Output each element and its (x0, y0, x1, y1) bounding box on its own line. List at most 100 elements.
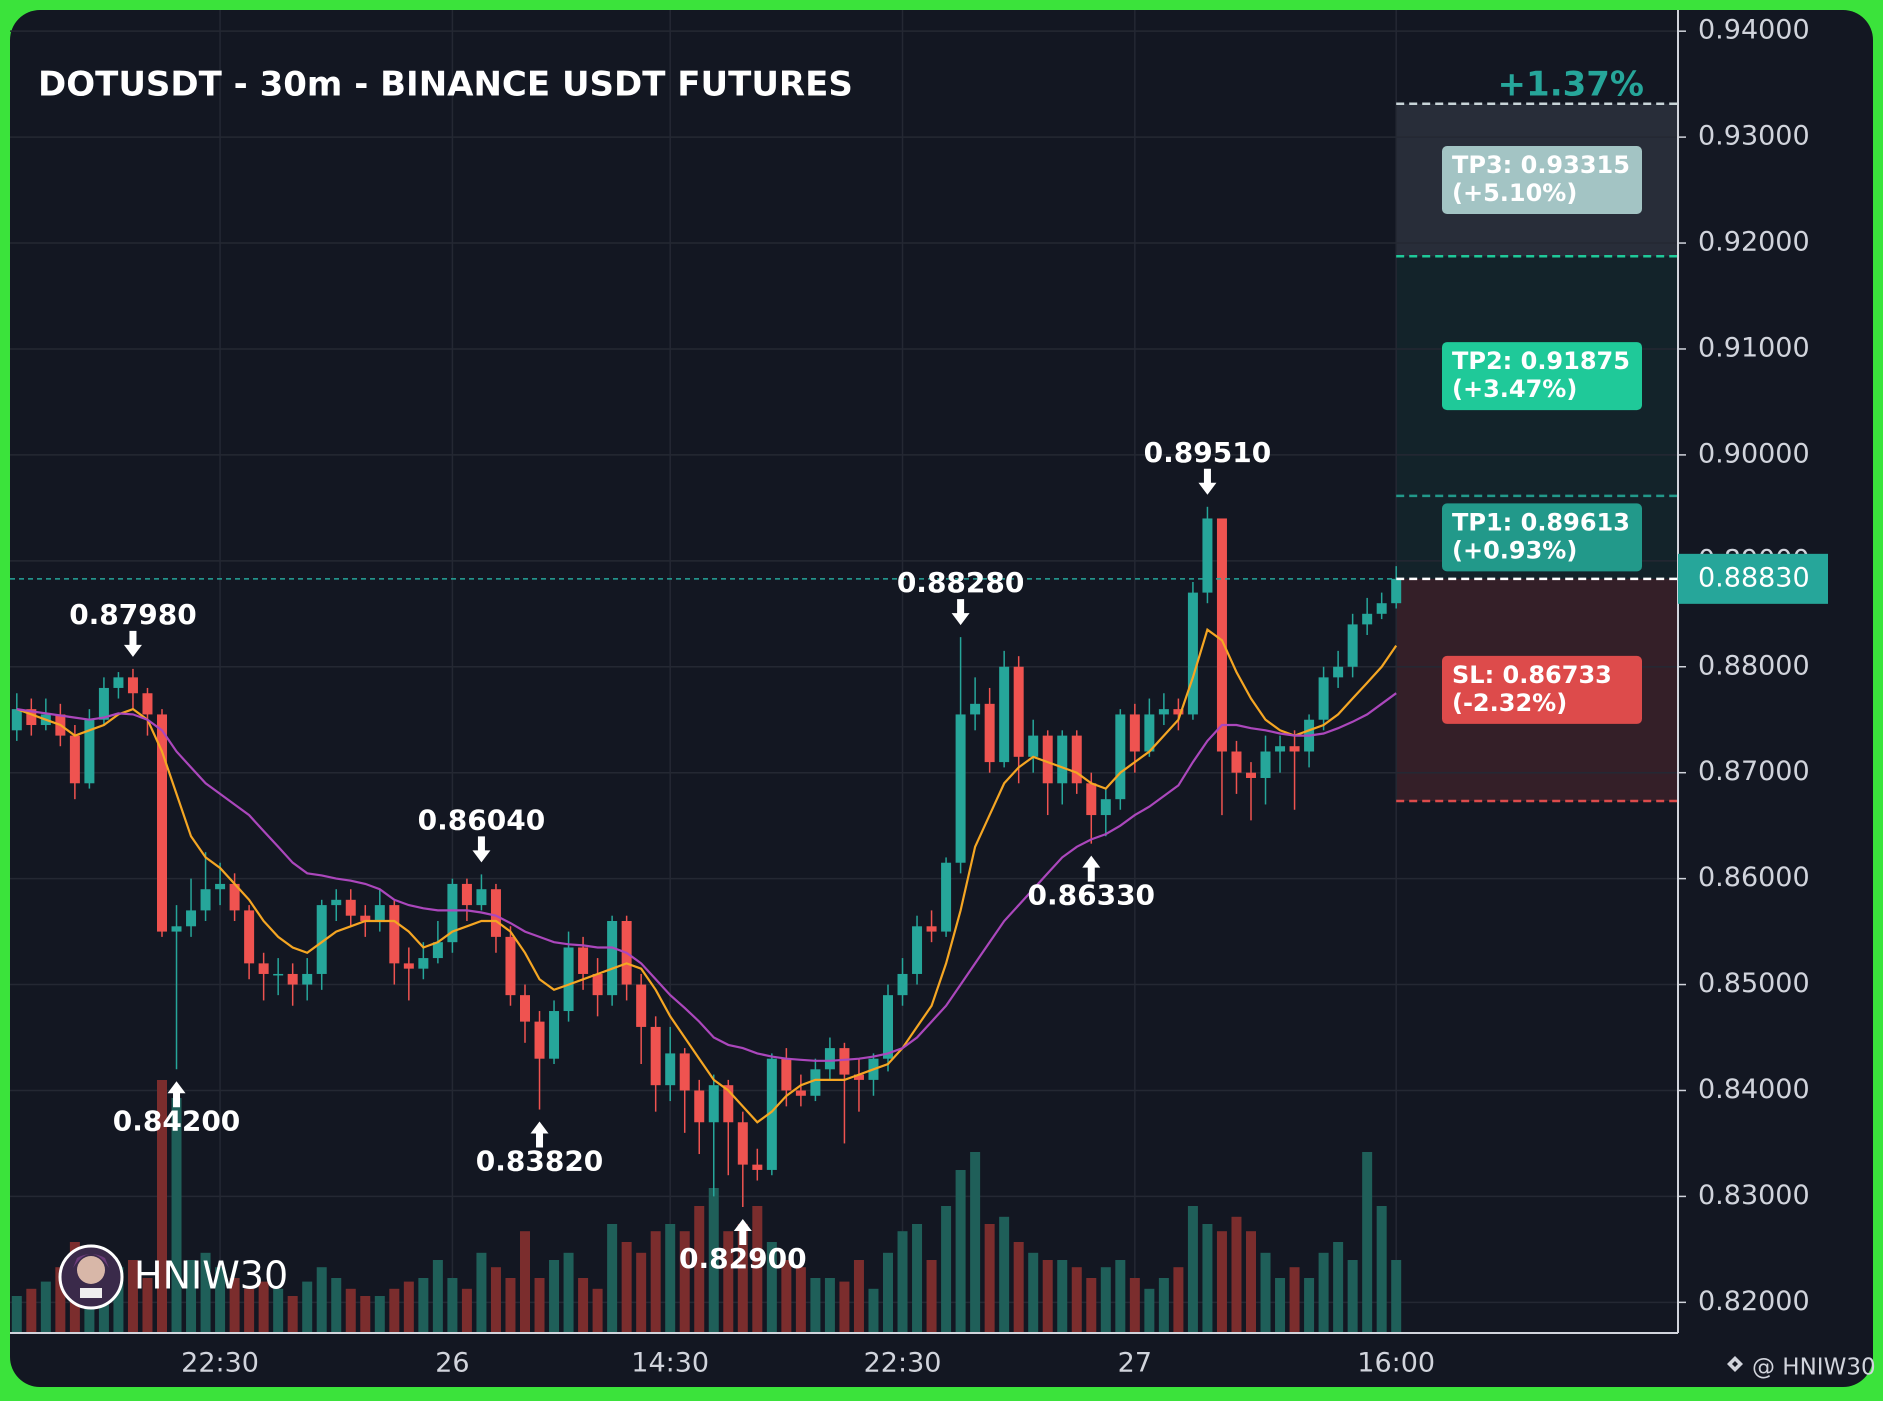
y-tick-label: 0.88000 (1698, 650, 1810, 681)
candle-body (665, 1053, 676, 1086)
y-tick-label: 0.83000 (1698, 1180, 1810, 1211)
volume-bar (1304, 1278, 1315, 1332)
candle-body (752, 1164, 763, 1170)
candle-body (970, 703, 981, 715)
candle-body (418, 958, 429, 969)
annotation-label: 0.87980 (69, 598, 197, 631)
volume-bar (360, 1296, 371, 1332)
candle-body (69, 735, 80, 784)
candle-body (650, 1026, 661, 1086)
candle-body (302, 973, 313, 985)
position-lines: TP3: 0.93315(+5.10%) TP2: 0.91875(+3.47%)… (10, 65, 1678, 803)
candle-body (1216, 518, 1227, 752)
price-tag-label: 0.88830 (1698, 562, 1810, 593)
candle-body (795, 1090, 806, 1096)
volume-bar (795, 1267, 806, 1332)
candle-body (679, 1053, 690, 1091)
candle-body (171, 926, 182, 932)
candle-body (11, 709, 22, 731)
volume-bar (1100, 1267, 1111, 1332)
candle-body (912, 926, 923, 974)
y-tick-label: 0.85000 (1698, 968, 1810, 999)
moving-average-line (16, 692, 1397, 1062)
volume-bar (941, 1206, 952, 1332)
candle-body (127, 677, 138, 694)
volume-bar (229, 1278, 240, 1332)
volume-bar (418, 1278, 429, 1332)
y-tick-label: 0.87000 (1698, 756, 1810, 787)
y-tick-label: 0.93000 (1698, 121, 1810, 152)
candle-body (389, 905, 400, 964)
volume-bar (26, 1288, 37, 1332)
candle-body (258, 963, 269, 974)
candle-body (592, 973, 603, 996)
volume-bar (1115, 1260, 1126, 1332)
volume-bar (621, 1242, 632, 1332)
candle-body (1057, 735, 1068, 784)
volume-bar (1318, 1252, 1329, 1332)
volume-bar (752, 1206, 763, 1332)
volume-bar (40, 1281, 51, 1332)
y-tick-label: 0.90000 (1698, 438, 1810, 469)
candle-body (883, 995, 893, 1059)
candles (11, 506, 1402, 1208)
candle-body (229, 883, 240, 911)
level-change: (+0.93%) (1452, 536, 1577, 564)
volume-bar (186, 1260, 197, 1332)
level-label: SL: 0.86733 (1452, 661, 1612, 689)
volume-bar (55, 1267, 66, 1332)
candle-body (98, 687, 109, 720)
candle-body (403, 963, 414, 969)
level-label: TP3: 0.93315 (1452, 151, 1630, 179)
level-change: (+3.47%) (1452, 375, 1577, 403)
annotation-arrow (1198, 468, 1217, 495)
volume-bar (432, 1260, 443, 1332)
volume-bar (766, 1242, 777, 1332)
volume-bar (607, 1224, 618, 1332)
level-label: TP2: 0.91875 (1452, 347, 1630, 375)
candle-body (1376, 603, 1387, 614)
candle-body (113, 677, 124, 688)
candle-body (853, 1074, 864, 1080)
x-tick-label: 22:30 (181, 1348, 259, 1379)
volume-bar (1260, 1252, 1271, 1332)
volume-bar (868, 1288, 879, 1332)
volume-bar (708, 1188, 719, 1332)
volume-bar (1202, 1224, 1213, 1332)
annotation-label: 0.82900 (679, 1242, 807, 1275)
annotation-label: 0.86330 (1028, 879, 1156, 912)
candle-body (810, 1069, 821, 1096)
annotation-arrow (951, 599, 970, 626)
volume-bar (650, 1231, 661, 1332)
volume-bar (490, 1267, 501, 1332)
volume-bar (824, 1278, 835, 1332)
candle-body (1028, 735, 1039, 757)
candle-body (999, 666, 1010, 763)
x-tick-label: 16:00 (1357, 1348, 1435, 1379)
candle-body (84, 719, 95, 784)
volume-bar (1231, 1216, 1242, 1332)
candle-body (1013, 666, 1024, 757)
volume-bar (11, 1296, 22, 1332)
volume-bar (679, 1231, 690, 1332)
moving-averages (16, 627, 1398, 1124)
candle-body (926, 926, 937, 932)
moving-average-line (16, 627, 1398, 1124)
volume-bar (287, 1296, 298, 1332)
watermark-text: HNIW30 (134, 1254, 288, 1298)
candle-body (1289, 746, 1300, 752)
volume-bar (926, 1260, 937, 1332)
volume-bar (389, 1288, 400, 1332)
y-tick-label: 0.94000 (1698, 15, 1810, 46)
candle-body (157, 714, 167, 932)
volume-bar (1187, 1206, 1198, 1332)
candle-body (1071, 735, 1082, 784)
price-tag (1678, 553, 1828, 604)
y-tick-label: 0.86000 (1698, 862, 1810, 893)
volume-bar (694, 1206, 705, 1332)
candle-body (432, 942, 443, 959)
volume-bar (781, 1260, 792, 1332)
volume-bar (1246, 1231, 1256, 1332)
x-tick-label: 22:30 (864, 1348, 942, 1379)
